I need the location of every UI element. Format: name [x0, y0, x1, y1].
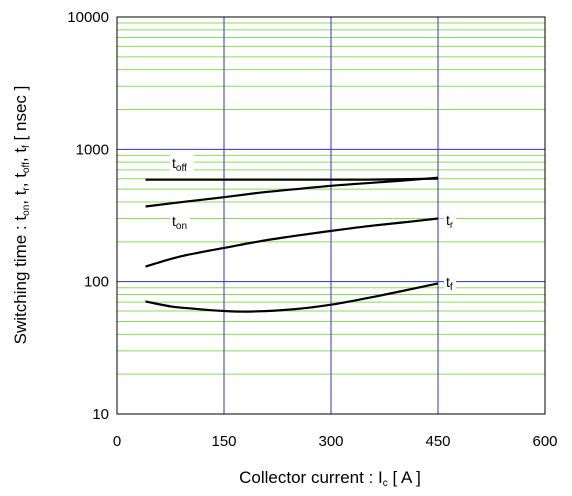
curve-label-toff: toff: [170, 154, 194, 174]
x-axis-label: Collector current : Ic [ A ]: [239, 468, 421, 489]
curve-ton: [145, 176, 439, 208]
x-tick-label: 150: [211, 433, 236, 450]
label-background: [170, 212, 190, 231]
x-tick-label: 600: [532, 433, 557, 450]
label-background: [170, 154, 194, 173]
label-background: [444, 273, 456, 292]
curve-label-tf: tf: [444, 273, 456, 293]
curve-toff: [145, 177, 439, 181]
curve-label-text: tf: [446, 274, 453, 293]
y-tick-label: 1000: [76, 141, 109, 158]
curves: [145, 176, 439, 313]
y-axis-label: Switching time : ton, tr, toff, tf [ nse…: [11, 86, 32, 345]
curve-label-text: tr: [446, 212, 454, 231]
x-tick-label: 300: [318, 433, 343, 450]
y-tick-label: 10000: [67, 9, 109, 26]
curve-label-tr: tr: [444, 211, 456, 231]
curve-label-text: toff: [172, 155, 187, 174]
curve-labels: toff ton tr tf: [170, 154, 456, 293]
label-background: [444, 211, 456, 230]
curve-label-text: ton: [172, 213, 187, 232]
x-tick-label: 0: [113, 433, 121, 450]
curve-tf: [145, 282, 439, 313]
x-tick-label: 450: [425, 433, 450, 450]
tick-labels: 0 150 300 450 600 10 100 1000 10000: [67, 9, 557, 450]
y-tick-label: 10: [92, 406, 109, 423]
plot-frame: [116, 16, 546, 415]
curve-tr: [145, 217, 439, 268]
curve-label-ton: ton: [170, 212, 190, 232]
y-tick-label: 100: [84, 274, 109, 291]
